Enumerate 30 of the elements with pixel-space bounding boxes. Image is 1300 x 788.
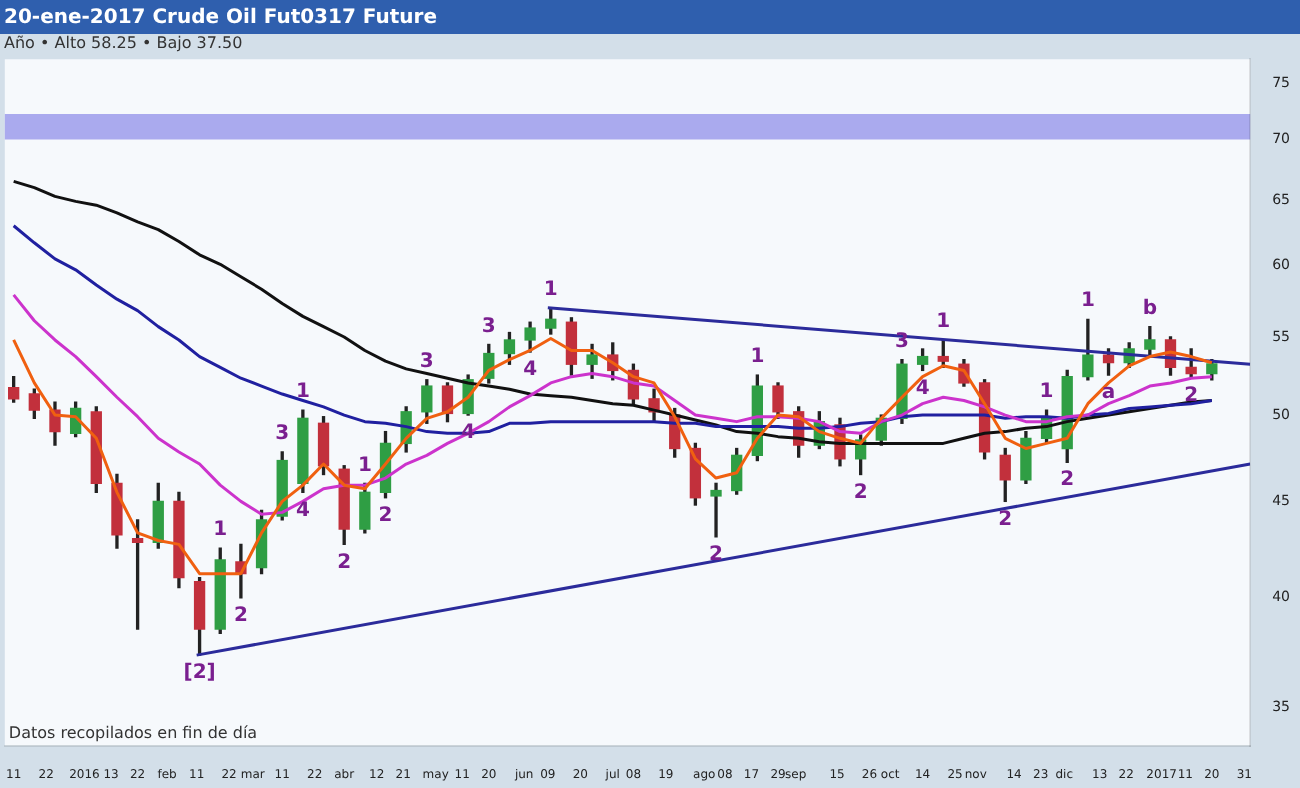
annotation: 1 (543, 278, 558, 301)
annotation: 1 (936, 311, 951, 334)
annotation: 1 (1039, 381, 1054, 404)
annotation: 1 (750, 346, 765, 369)
annotation: b (1142, 297, 1158, 320)
annotation: 2 (709, 543, 724, 566)
annotation: 4 (915, 377, 930, 400)
candlestick (710, 482, 722, 538)
annotation: 1 (295, 381, 310, 404)
annotation: 2 (1184, 385, 1199, 408)
annotation: 2 (337, 551, 352, 574)
annotation: 3 (481, 315, 496, 338)
annotation: Datos recopilados en fin de día (8, 723, 258, 742)
annotation: 2 (378, 504, 393, 527)
annotation: 3 (419, 350, 434, 373)
annotation: 2 (1060, 469, 1075, 492)
annotation: 1 (1080, 290, 1095, 313)
annotation: 4 (523, 359, 538, 382)
annotation: 4 (461, 422, 476, 445)
annotation: 2 (853, 481, 868, 504)
chart-subtitle: Año • Alto 58.25 • Bajo 37.50 (4, 33, 243, 52)
annotation: 1 (357, 454, 372, 477)
annotation: a (1101, 382, 1116, 405)
chart-title: 20-ene-2017 Crude Oil Fut0317 Future (4, 7, 438, 30)
annotation: 2 (998, 508, 1013, 531)
annotation: 4 (295, 499, 310, 522)
annotation: [2] (183, 662, 216, 685)
annotation: 3 (275, 423, 290, 446)
annotation: 2 (233, 605, 248, 628)
annotation: 1 (213, 519, 228, 542)
